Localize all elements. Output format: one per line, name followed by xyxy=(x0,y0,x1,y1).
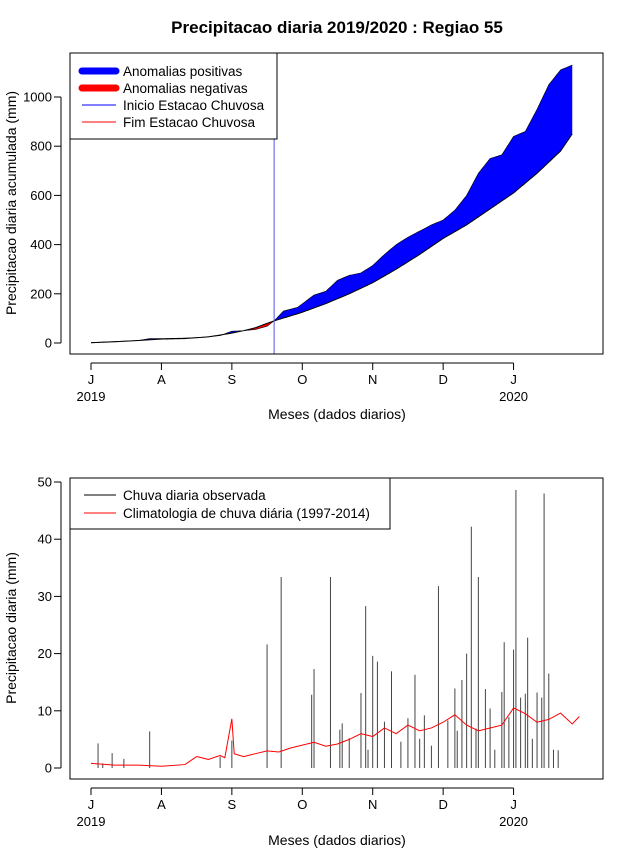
bottom-y-tick-label: 10 xyxy=(38,703,52,718)
bottom-y-tick-label: 30 xyxy=(38,589,52,604)
bottom-x-tick-label: A xyxy=(157,797,166,812)
bottom-x-axis: J A S O N D J 2019 2020 xyxy=(77,787,528,829)
bottom-x-tick-label: N xyxy=(368,797,377,812)
legend-label-positive: Anomalias positivas xyxy=(123,64,243,79)
top-x-tick-label: D xyxy=(438,372,447,387)
top-y-axis: 0 200 400 600 800 1000 xyxy=(23,90,62,351)
top-x-year-label: 2020 xyxy=(499,389,528,404)
top-y-tick-label: 200 xyxy=(30,286,52,301)
bottom-x-tick-label: O xyxy=(297,797,307,812)
bottom-y-axis-label: Precipitacao diaria (mm) xyxy=(3,552,19,704)
legend-label-climatology: Climatologia de chuva diária (1997-2014) xyxy=(123,506,370,521)
top-x-tick-label: N xyxy=(368,372,377,387)
top-y-tick-label: 0 xyxy=(45,336,52,351)
legend-label-observed: Chuva diaria observada xyxy=(123,488,266,503)
top-plot-frame xyxy=(69,52,604,355)
top-y-tick-label: 800 xyxy=(30,139,52,154)
legend-label-season-end: Fim Estacao Chuvosa xyxy=(123,115,256,130)
bottom-legend-box xyxy=(69,477,391,530)
bottom-x-tick-label: J xyxy=(88,797,95,812)
observed-cumulative-line xyxy=(90,64,573,343)
legend-label-negative: Anomalias negativas xyxy=(123,81,248,96)
bottom-x-year-label: 2019 xyxy=(77,814,106,829)
top-y-tick-label: 400 xyxy=(30,237,52,252)
top-x-tick-label: A xyxy=(157,372,166,387)
bottom-y-tick-label: 50 xyxy=(38,475,52,490)
top-y-tick-label: 600 xyxy=(30,188,52,203)
top-x-axis-label: Meses (dados diarios) xyxy=(268,406,406,422)
top-x-tick-label: O xyxy=(297,372,307,387)
top-x-tick-label: J xyxy=(510,372,517,387)
climatology-daily-line xyxy=(90,707,580,767)
top-x-axis: J A S O N D J 2019 2020 xyxy=(77,362,528,404)
top-x-tick-label: S xyxy=(228,372,237,387)
bottom-x-tick-label: D xyxy=(438,797,447,812)
top-y-axis-label: Precipitacao diaria acumulada (mm) xyxy=(3,91,19,315)
bottom-chart: J A S O N D J 2019 2020 0 10 20 30 40 50 Meses (dados… xyxy=(3,475,604,848)
chart-title: Precipitacao diaria 2019/2020 : Regiao 5… xyxy=(171,18,503,37)
top-x-tick-label: J xyxy=(88,372,95,387)
climatology-cumulative-line xyxy=(90,133,573,344)
top-x-year-label: 2019 xyxy=(77,389,106,404)
bottom-y-axis: 0 10 20 30 40 50 xyxy=(38,475,62,776)
bottom-x-year-label: 2020 xyxy=(499,814,528,829)
bottom-x-axis-label: Meses (dados diarios) xyxy=(268,832,406,848)
top-legend-box xyxy=(69,52,278,140)
bottom-x-tick-label: J xyxy=(510,797,517,812)
legend-label-season-start: Inicio Estacao Chuvosa xyxy=(123,98,265,113)
top-chart: Precipitacao diaria 2019/2020 : Regiao 5… xyxy=(3,18,604,422)
positive-anomaly-area xyxy=(274,65,573,321)
bottom-y-tick-label: 20 xyxy=(38,646,52,661)
bottom-legend: Chuva diaria observada Climatologia de c… xyxy=(69,477,391,530)
top-y-tick-label: 1000 xyxy=(23,90,52,105)
bottom-y-tick-label: 40 xyxy=(38,532,52,547)
top-legend: Anomalias positivas Anomalias negativas … xyxy=(69,52,278,140)
bottom-x-tick-label: S xyxy=(228,797,237,812)
bottom-plot-area xyxy=(90,490,580,768)
bottom-y-tick-label: 0 xyxy=(45,761,52,776)
